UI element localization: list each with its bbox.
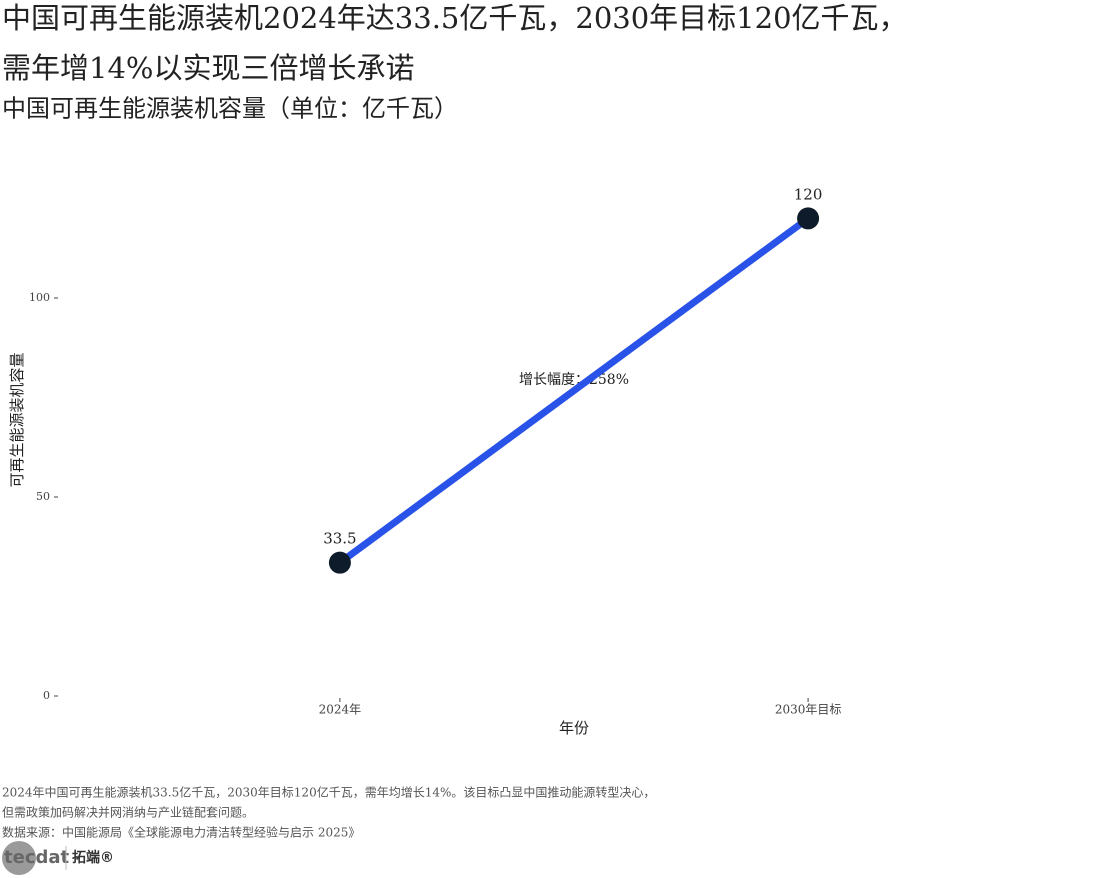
y-tick-label: 100 <box>29 291 50 304</box>
x-axis-title: 年份 <box>559 719 589 737</box>
y-tick-label: 50 <box>36 490 50 503</box>
data-point <box>797 207 820 230</box>
caption: 数据来源：中国能源局《全球能源电力清洁转型经验与启示 2025》 <box>2 825 360 840</box>
y-tick-label: 0 <box>43 689 50 702</box>
caption: 但需政策加码解决并网消纳与产业链配套问题。 <box>2 805 254 820</box>
data-label: 33.5 <box>323 530 356 548</box>
chart-title: 中国可再生能源装机2024年达33.5亿千瓦，2030年目标120亿千瓦， <box>2 1 908 35</box>
logo-mark: tecdat <box>4 847 70 868</box>
x-tick-label: 2024年 <box>319 703 362 717</box>
y-axis-title: 可再生能源装机容量 <box>8 352 26 487</box>
logo-text: 拓端® <box>72 849 114 866</box>
chart-title: 需年增14%以实现三倍增长承诺 <box>2 51 414 85</box>
data-point <box>328 551 351 574</box>
data-line <box>336 214 812 567</box>
x-tick-label: 2030年目标 <box>775 703 842 717</box>
logo-badge <box>2 841 36 875</box>
data-label: 120 <box>794 185 823 203</box>
annotation: 增长幅度：258% <box>519 372 629 388</box>
caption: 2024年中国可再生能源装机33.5亿千瓦，2030年目标120亿千瓦，需年均增… <box>2 785 655 800</box>
chart-subtitle: 中国可再生能源装机容量（单位：亿千瓦） <box>2 95 458 123</box>
